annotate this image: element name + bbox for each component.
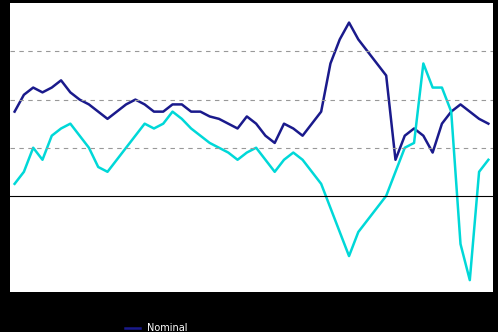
Nominal [11, 110, 17, 114]
Nominal [235, 126, 241, 130]
Real [300, 158, 306, 162]
Real [318, 182, 324, 186]
Real [420, 61, 426, 65]
Nominal [318, 110, 324, 114]
Legend: Nominal, Real: Nominal, Real [121, 319, 192, 332]
Real [486, 158, 492, 162]
Nominal [346, 21, 352, 25]
Line: Real: Real [14, 63, 489, 280]
Real [179, 117, 185, 121]
Real [235, 158, 241, 162]
Nominal [392, 158, 398, 162]
Line: Nominal: Nominal [14, 23, 489, 160]
Nominal [300, 134, 306, 138]
Real [11, 182, 17, 186]
Nominal [49, 86, 55, 90]
Nominal [486, 122, 492, 125]
Real [262, 158, 268, 162]
Real [49, 134, 55, 138]
Nominal [262, 134, 268, 138]
Nominal [179, 102, 185, 106]
Real [467, 278, 473, 282]
